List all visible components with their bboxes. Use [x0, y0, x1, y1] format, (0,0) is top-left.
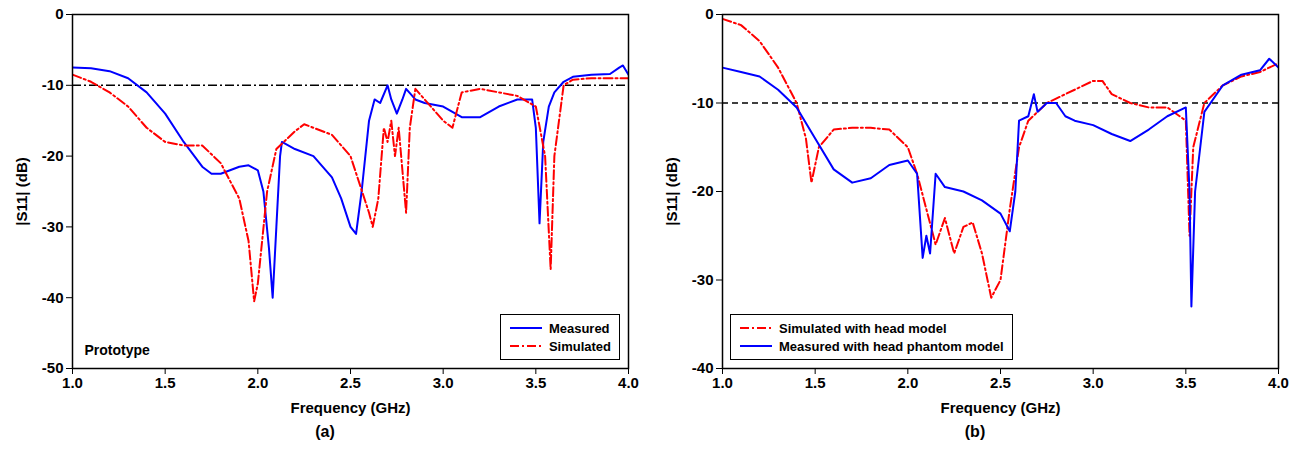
svg-text:2.5: 2.5 — [340, 374, 361, 391]
html-text:(a): (a) — [315, 423, 335, 440]
svg-text:2.5: 2.5 — [990, 374, 1011, 391]
svg-text:-20: -20 — [692, 182, 714, 199]
svg-text:-20: -20 — [42, 147, 64, 164]
html-text:Measured with head phantom mod: Measured with head phantom model — [779, 338, 1004, 354]
html-text:Simulated: Simulated — [548, 338, 611, 354]
svg-text:1.0: 1.0 — [712, 374, 733, 391]
svg-text:-40: -40 — [692, 359, 714, 376]
svg-text:2.0: 2.0 — [247, 374, 268, 391]
svg-text:0: 0 — [705, 5, 713, 22]
svg-text:3.5: 3.5 — [525, 374, 546, 391]
svg-text:4.0: 4.0 — [618, 374, 639, 391]
svg-text:0: 0 — [55, 5, 63, 22]
svg-text:3.0: 3.0 — [1083, 374, 1104, 391]
html-text:Measured: Measured — [548, 320, 610, 336]
svg-text:1.5: 1.5 — [155, 374, 176, 391]
svg-text:Prototype: Prototype — [85, 342, 151, 358]
svg-text:1.5: 1.5 — [805, 374, 826, 391]
svg-text:3.0: 3.0 — [433, 374, 454, 391]
svg-text:|S11| (dB): |S11| (dB) — [13, 157, 30, 225]
svg-text:2.0: 2.0 — [897, 374, 918, 391]
svg-text:3.5: 3.5 — [1175, 374, 1196, 391]
svg-text:|S11| (dB): |S11| (dB) — [663, 157, 680, 225]
html-text:(b): (b) — [964, 423, 986, 440]
svg-text:1.0: 1.0 — [62, 374, 83, 391]
svg-text:-50: -50 — [42, 359, 64, 376]
svg-text:-10: -10 — [42, 76, 64, 93]
svg-text:-30: -30 — [42, 218, 64, 235]
svg-text:4.0: 4.0 — [1268, 374, 1289, 391]
svg-text:-10: -10 — [692, 94, 714, 111]
svg-text:Frequency (GHz): Frequency (GHz) — [290, 399, 410, 416]
svg-text:-30: -30 — [692, 271, 714, 288]
svg-text:Frequency (GHz): Frequency (GHz) — [940, 399, 1060, 416]
svg-text:-40: -40 — [42, 289, 64, 306]
html-text:Simulated with head model: Simulated with head model — [779, 320, 947, 336]
